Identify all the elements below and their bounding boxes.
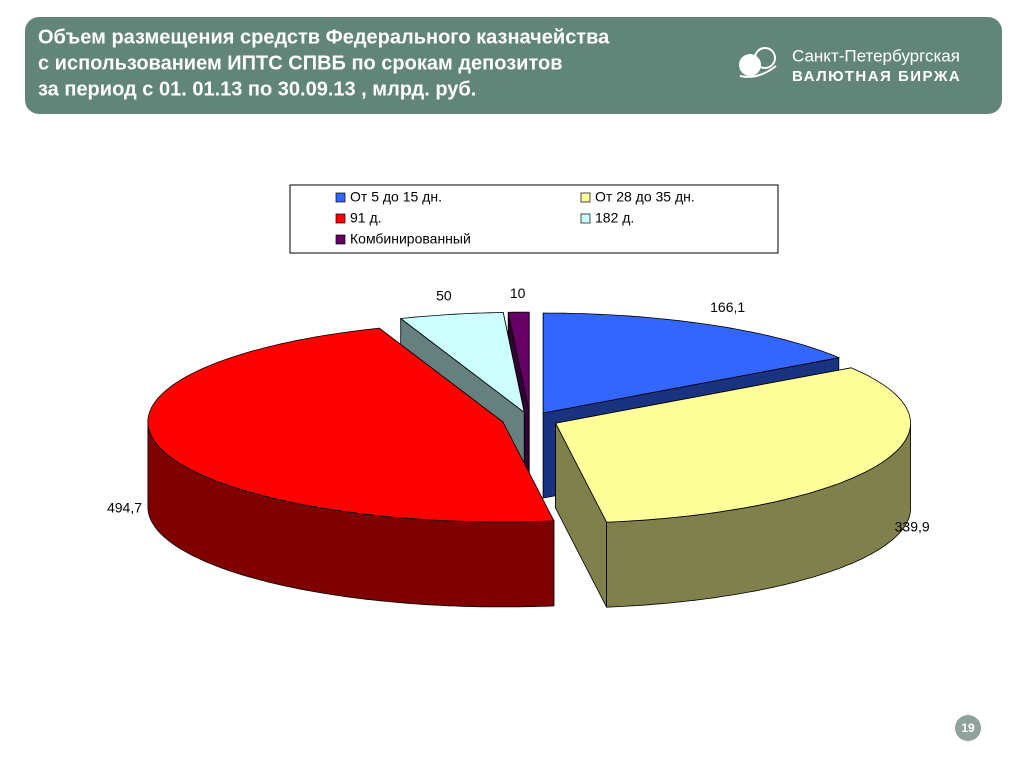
legend-swatch bbox=[580, 192, 591, 203]
title-line: за период с 01. 01.13 по 30.09.13 , млрд… bbox=[38, 78, 476, 100]
legend-swatch bbox=[335, 213, 346, 224]
legend-label: От 5 до 15 дн. bbox=[350, 189, 442, 205]
page-number: 19 bbox=[961, 721, 975, 735]
legend-label: Комбинированный bbox=[350, 231, 471, 247]
data-label: 339,9 bbox=[895, 518, 930, 534]
legend-label: 91 д. bbox=[350, 210, 382, 226]
header-band bbox=[25, 17, 1002, 114]
page-badge bbox=[955, 715, 981, 741]
legend-box bbox=[289, 184, 779, 254]
legend-swatch bbox=[335, 234, 346, 245]
logo-icon bbox=[739, 47, 777, 78]
slice bbox=[554, 367, 912, 523]
slice bbox=[399, 312, 525, 414]
legend-label: От 28 до 35 дн. bbox=[595, 189, 695, 205]
data-label: 494,7 bbox=[107, 499, 142, 515]
logo-text: ВАЛЮТНАЯ БИРЖА bbox=[792, 68, 961, 85]
legend-label: 182 д. bbox=[595, 210, 634, 226]
title-line: Объем размещения средств Федерального ка… bbox=[38, 26, 610, 48]
slice bbox=[542, 312, 841, 414]
data-label: 10 bbox=[510, 285, 526, 301]
title-line: с использованием ИПТС СПВБ по срокам деп… bbox=[38, 52, 562, 74]
slice bbox=[507, 311, 530, 413]
data-label: 166,1 bbox=[710, 299, 745, 315]
slice bbox=[147, 327, 555, 523]
legend-swatch bbox=[580, 213, 591, 224]
data-label: 50 bbox=[436, 287, 452, 303]
logo-text: Санкт-Петербургская bbox=[792, 46, 960, 65]
legend-swatch bbox=[335, 192, 346, 203]
